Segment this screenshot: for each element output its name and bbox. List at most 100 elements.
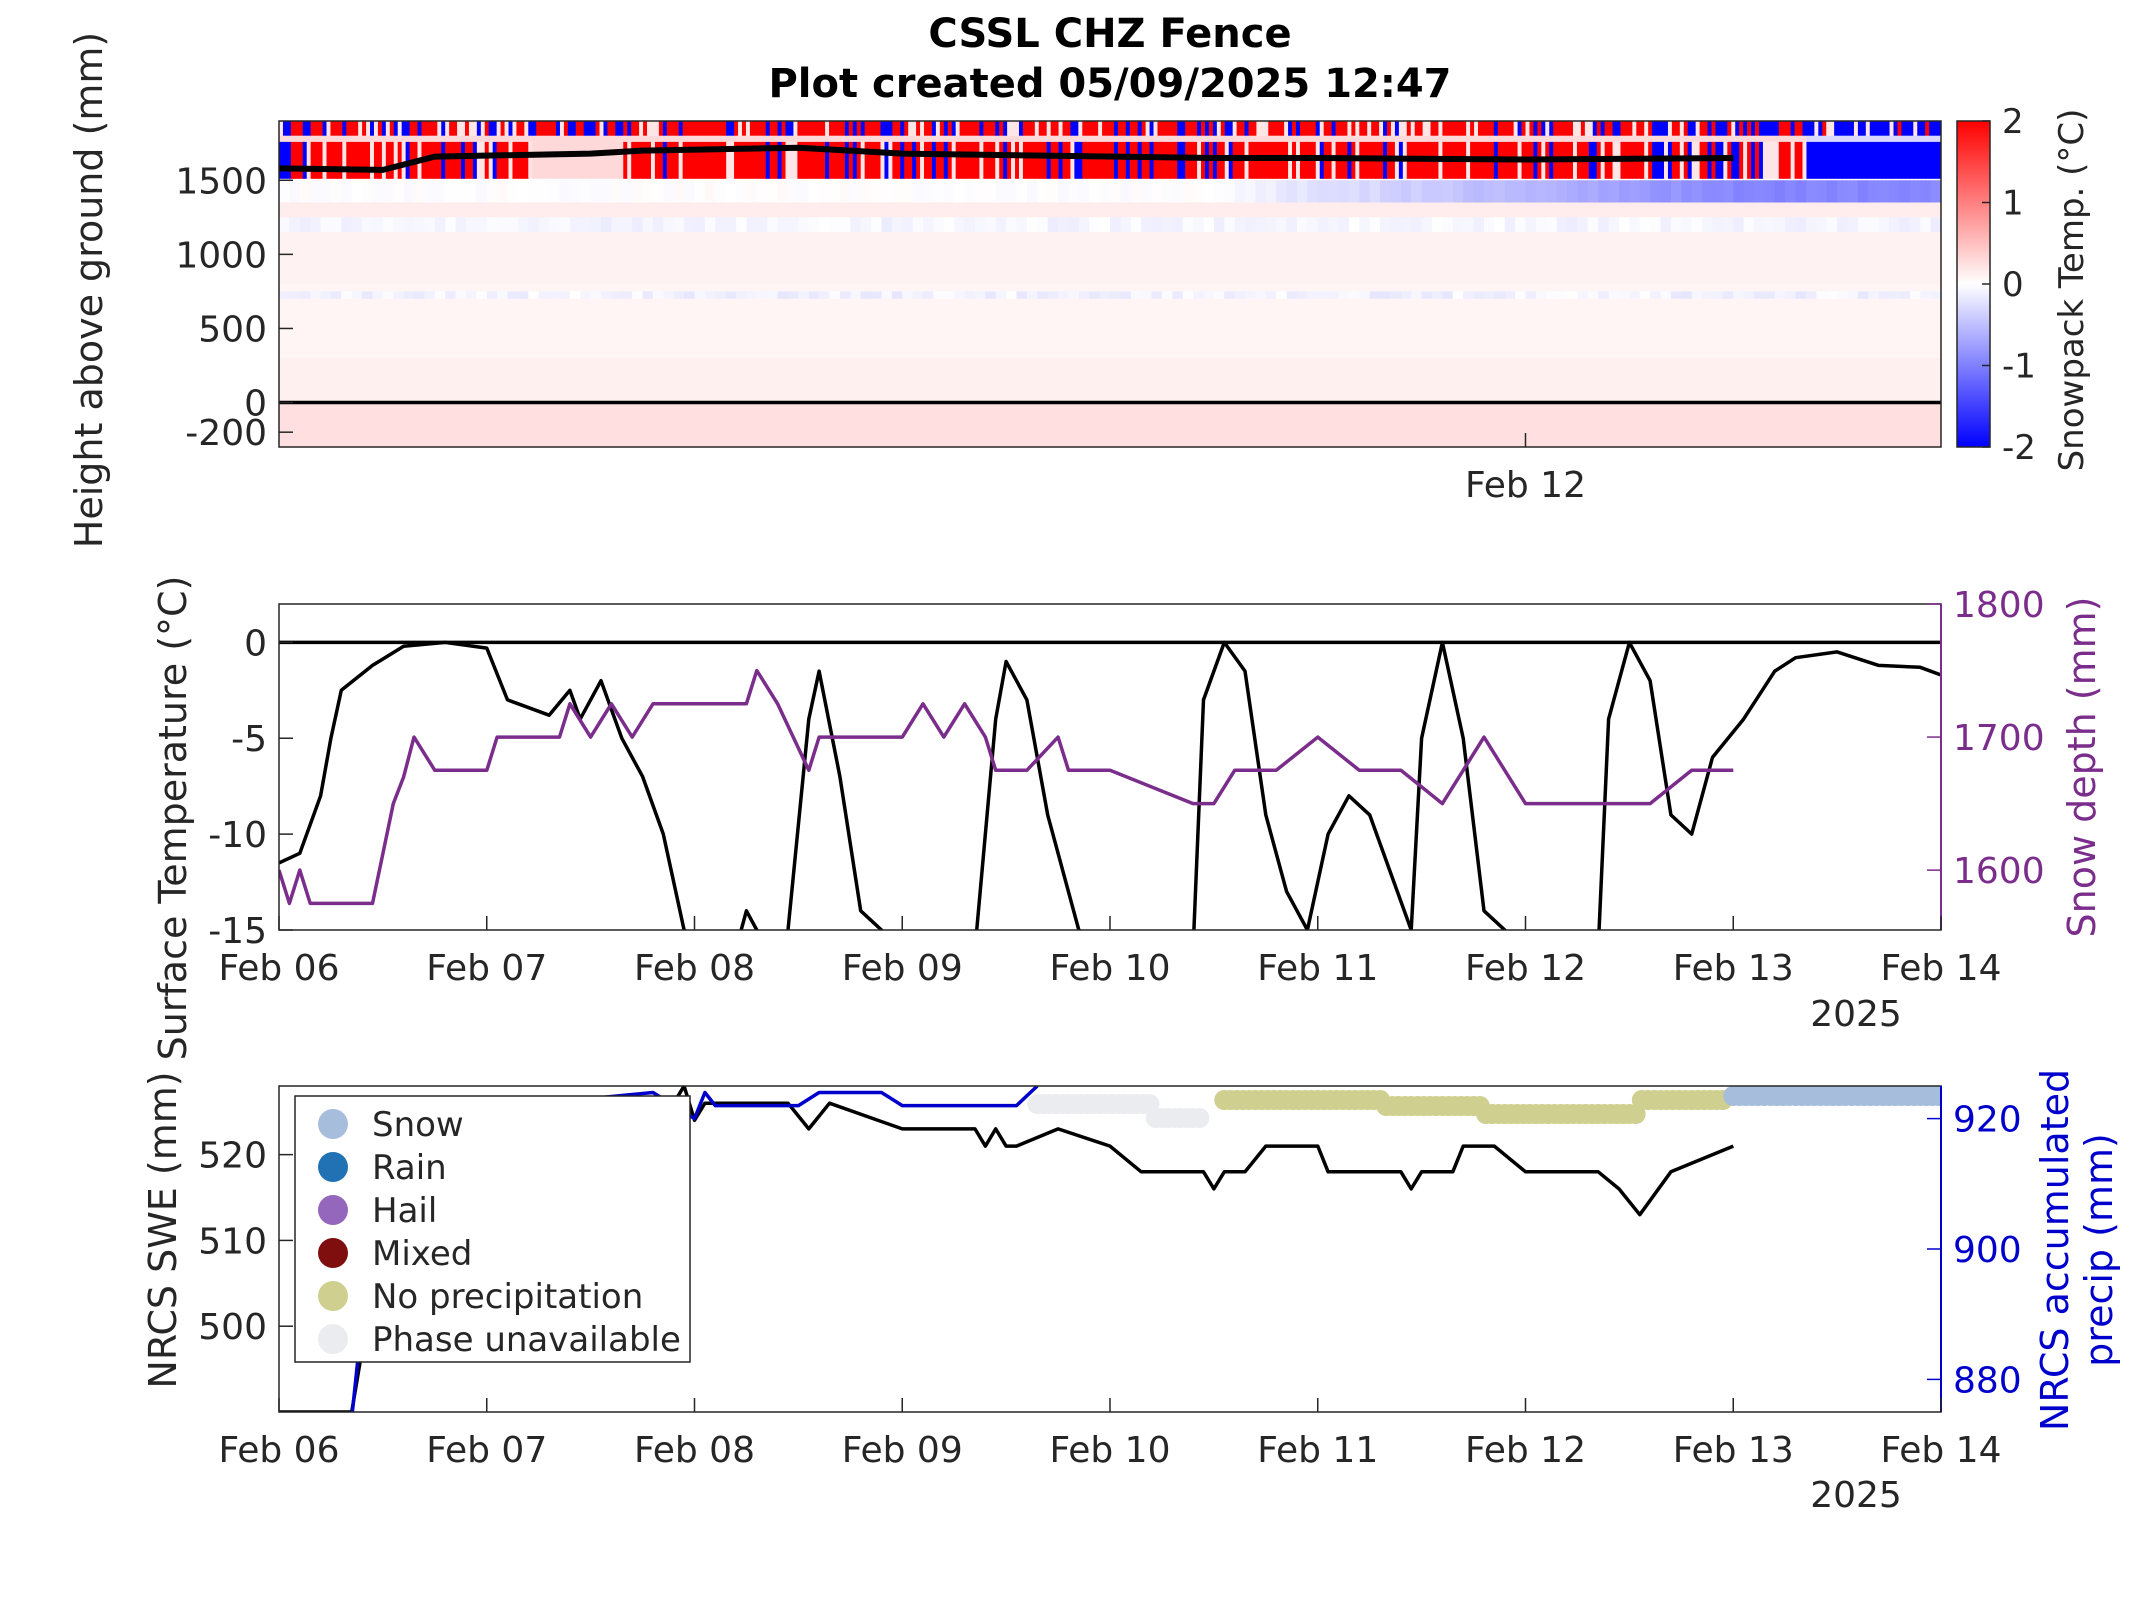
heatmap-cell (1517, 121, 1523, 136)
heatmap-cell (1458, 135, 1463, 142)
heatmap-cell (548, 141, 553, 179)
x-tick-label: Feb 13 (1673, 1430, 1794, 1471)
heatmap-cell (1265, 217, 1277, 233)
heatmap-cell (987, 121, 992, 136)
y-right-tick-label: 1700 (1953, 718, 2045, 759)
heatmap-cell (445, 180, 457, 203)
heatmap-cell (860, 217, 872, 233)
heatmap-cell (1861, 121, 1867, 136)
heatmap-cell (935, 141, 941, 179)
heatmap-cell (1272, 135, 1277, 142)
heatmap-cell (805, 121, 810, 136)
heatmap-cell (381, 135, 387, 142)
heatmap-cell (908, 121, 913, 136)
heatmap-cell (1743, 291, 1755, 299)
heatmap-cell (627, 135, 632, 142)
heatmap-cell (508, 121, 514, 136)
heatmap-cell (964, 180, 976, 203)
heatmap-cell (453, 135, 458, 142)
heatmap-cell (372, 217, 384, 233)
heatmap-cell (1434, 121, 1440, 136)
heatmap-cell (1450, 121, 1455, 136)
heatmap-cell (500, 121, 506, 136)
heatmap-cell (686, 141, 692, 179)
heatmap-cell (1280, 135, 1285, 142)
heatmap-cell (1546, 291, 1558, 299)
heatmap-cell (745, 121, 751, 136)
heatmap-cell (587, 135, 593, 142)
heatmap-cell (639, 121, 644, 136)
heatmap-cell (1565, 135, 1570, 142)
heatmap-cell (1398, 121, 1404, 136)
heatmap-cell (892, 135, 897, 142)
heatmap-cell (1328, 180, 1340, 203)
heatmap-cell (1113, 135, 1119, 142)
heatmap-cell (1933, 141, 1938, 179)
heatmap-cell (326, 141, 332, 179)
heatmap-cell (1292, 121, 1297, 136)
heatmap-cell (1099, 217, 1111, 233)
heatmap-cell (1810, 135, 1815, 142)
heatmap-cell (1774, 291, 1786, 299)
heatmap-cell (642, 291, 654, 299)
heatmap-cell (673, 180, 685, 203)
heatmap-cell (1656, 135, 1661, 142)
heatmap-cell (429, 121, 434, 136)
heatmap-cell (1367, 121, 1372, 136)
heatmap-cell (318, 121, 324, 136)
heatmap-cell (829, 217, 841, 233)
heatmap-cell (601, 180, 612, 203)
heatmap-cell (850, 217, 862, 233)
heatmap-cell (354, 121, 359, 136)
heatmap-cell (876, 121, 882, 136)
heatmap-cell (1572, 121, 1578, 136)
heatmap-cell (1280, 121, 1285, 136)
heatmap-cell (880, 121, 886, 136)
heatmap-cell (1481, 121, 1487, 136)
heatmap-cell (1675, 121, 1681, 136)
heatmap-cell (789, 135, 795, 142)
heatmap-cell (963, 121, 969, 136)
heatmap-cell (1286, 180, 1298, 203)
heatmap-cell (797, 135, 802, 142)
heatmap-cell (544, 141, 549, 179)
heatmap-cell (1577, 291, 1589, 299)
heatmap-cell (472, 141, 478, 179)
heatmap-cell (1877, 135, 1883, 142)
heatmap-cell (1204, 121, 1210, 136)
heatmap-cell (1889, 180, 1900, 203)
y-tick-label: 1000 (175, 235, 267, 276)
heatmap-cell (351, 291, 363, 299)
heatmap-cell (821, 135, 826, 142)
heatmap-cell (437, 121, 442, 136)
heatmap-cell (1719, 135, 1724, 142)
heatmap-cell (654, 135, 660, 142)
heatmap-cell (1921, 141, 1926, 179)
heatmap-cell (497, 291, 509, 299)
heatmap-cell (704, 180, 716, 203)
heatmap-cell (1764, 180, 1776, 203)
heatmap-cell (1394, 135, 1400, 142)
heatmap-cell (983, 135, 988, 142)
heatmap-cell (1006, 291, 1018, 299)
heatmap-cell (1656, 121, 1661, 136)
heatmap-cell (1814, 135, 1819, 142)
heatmap-cell (409, 121, 415, 136)
heatmap-cell (1794, 121, 1800, 136)
heatmap-cell (1359, 217, 1371, 233)
heatmap-cell (690, 121, 696, 136)
heatmap-cell (1387, 135, 1392, 142)
y-tick-label: 500 (198, 309, 267, 350)
heatmap-cell (1260, 121, 1265, 136)
heatmap-cell (1421, 291, 1433, 299)
heatmap-cell (694, 135, 700, 142)
heatmap-cell (1826, 180, 1838, 203)
heatmap-cell (441, 135, 446, 142)
heatmap-cell (627, 141, 632, 179)
heatmap-cell (1691, 217, 1703, 233)
heatmap-cell (1747, 141, 1752, 179)
heatmap-cell (1099, 180, 1111, 203)
heatmap-cell (900, 135, 905, 142)
y-right-tick-label: 920 (1953, 1100, 2022, 1141)
heatmap-cell (1070, 121, 1075, 136)
